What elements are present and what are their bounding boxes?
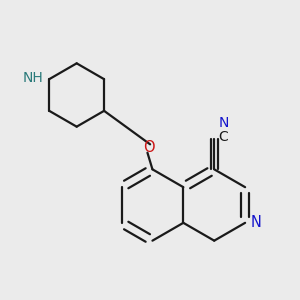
Text: N: N <box>218 116 229 130</box>
Text: NH: NH <box>22 71 43 85</box>
Text: N: N <box>251 215 262 230</box>
Text: O: O <box>143 140 155 155</box>
Text: C: C <box>218 130 228 144</box>
